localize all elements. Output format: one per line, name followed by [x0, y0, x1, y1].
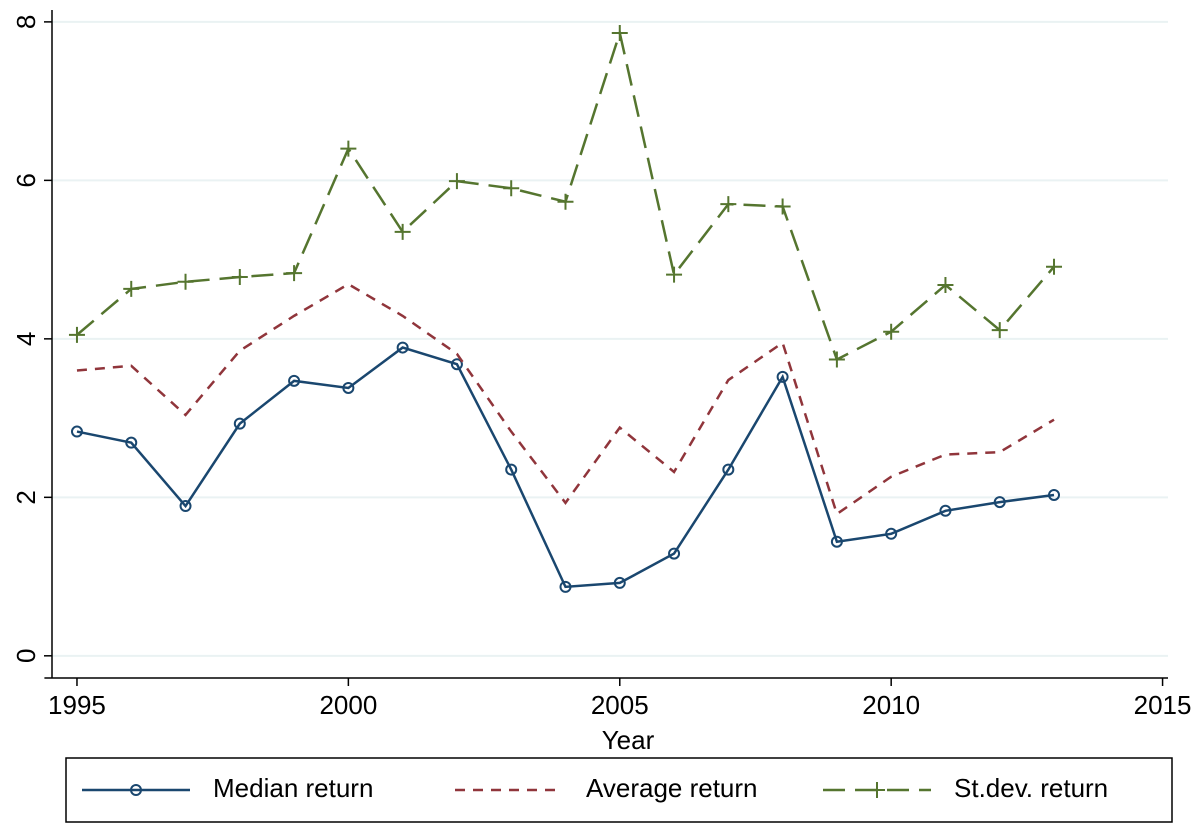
marker [828, 351, 845, 368]
marker [1048, 488, 1061, 501]
marker [450, 358, 463, 371]
marker [394, 223, 411, 240]
x-axis-title: Year [602, 725, 655, 755]
y-tick-label: 8 [11, 15, 41, 29]
y-tick-label: 6 [11, 173, 41, 187]
series-line [76, 346, 1055, 589]
marker [342, 381, 355, 394]
legend-label: Median return [213, 773, 373, 803]
marker [559, 580, 572, 593]
marker [505, 463, 518, 476]
marker [776, 370, 789, 383]
marker [937, 276, 954, 293]
marker [939, 504, 952, 517]
marker [177, 273, 194, 290]
marker [668, 547, 681, 560]
marker [885, 527, 898, 540]
marker [396, 341, 409, 354]
marker [70, 425, 83, 438]
marker [883, 323, 900, 340]
marker [286, 265, 303, 282]
marker [720, 196, 737, 213]
x-tick-label: 1995 [48, 690, 106, 720]
legend-label: St.dev. return [954, 773, 1108, 803]
marker [340, 140, 357, 157]
marker [869, 782, 885, 798]
marker [130, 784, 142, 796]
x-tick-label: 2000 [319, 690, 377, 720]
marker [448, 173, 465, 190]
y-tick-label: 0 [11, 649, 41, 663]
marker [503, 180, 520, 197]
x-tick-label: 2005 [591, 690, 649, 720]
x-tick-label: 2010 [862, 690, 920, 720]
marker [179, 500, 192, 513]
marker [613, 576, 626, 589]
marker [991, 322, 1008, 339]
marker [123, 280, 140, 297]
marker [722, 463, 735, 476]
legend-box [65, 757, 1173, 823]
legend-label: Average return [586, 773, 758, 803]
series-line [76, 282, 1055, 516]
marker [611, 24, 628, 41]
marker [233, 417, 246, 430]
marker [68, 326, 85, 343]
marker [557, 193, 574, 210]
y-tick-label: 4 [11, 332, 41, 346]
marker [288, 374, 301, 387]
marker [666, 266, 683, 283]
y-tick-label: 2 [11, 490, 41, 504]
marker [231, 269, 248, 286]
marker [774, 198, 791, 215]
marker [1046, 258, 1063, 275]
x-tick-label: 2015 [1134, 690, 1192, 720]
marker [993, 496, 1006, 509]
marker [830, 535, 843, 548]
marker [125, 436, 138, 449]
